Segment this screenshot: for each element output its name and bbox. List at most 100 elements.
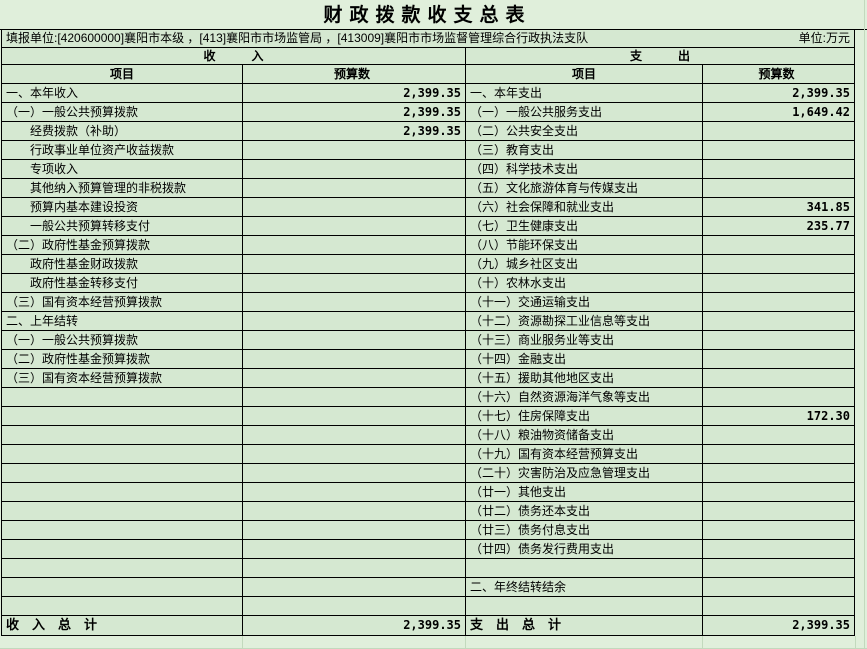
item-cell[interactable]: （廿一）其他支出 — [466, 483, 703, 501]
value-cell[interactable] — [243, 407, 465, 425]
item-cell[interactable] — [2, 502, 243, 520]
item-cell[interactable]: （九）城乡社区支出 — [466, 255, 703, 273]
value-cell[interactable] — [703, 464, 854, 482]
value-cell[interactable] — [703, 426, 854, 444]
value-cell[interactable] — [703, 445, 854, 463]
value-cell[interactable] — [243, 426, 465, 444]
value-cell[interactable] — [243, 445, 465, 463]
value-cell[interactable] — [243, 293, 465, 311]
item-cell[interactable]: （二十）灾害防治及应急管理支出 — [466, 464, 703, 482]
item-cell[interactable]: （七）卫生健康支出 — [466, 217, 703, 235]
item-cell[interactable] — [2, 388, 243, 406]
item-cell[interactable]: 行政事业单位资产收益拨款 — [2, 141, 243, 159]
item-cell[interactable]: （廿二）债务还本支出 — [466, 502, 703, 520]
value-cell[interactable] — [703, 179, 854, 197]
item-cell[interactable]: （十九）国有资本经营预算支出 — [466, 445, 703, 463]
item-cell[interactable]: （十四）金融支出 — [466, 350, 703, 368]
item-cell[interactable]: （六）社会保障和就业支出 — [466, 198, 703, 216]
value-cell[interactable]: 2,399.35 — [403, 105, 461, 119]
item-cell[interactable]: 其他纳入预算管理的非税拨款 — [2, 179, 243, 197]
value-cell[interactable] — [703, 255, 854, 273]
expenditure-band-header[interactable]: 支 出 — [466, 48, 854, 65]
item-cell[interactable]: （廿三）债务付息支出 — [466, 521, 703, 539]
item-cell[interactable] — [466, 559, 703, 577]
value-cell[interactable] — [243, 331, 465, 349]
item-cell[interactable]: （十七）住房保障支出 — [466, 407, 703, 425]
item-cell[interactable] — [2, 483, 243, 501]
item-cell[interactable]: （十）农林水支出 — [466, 274, 703, 292]
value-cell[interactable] — [243, 502, 465, 520]
item-cell[interactable]: 二、年终结转结余 — [466, 578, 703, 596]
item-cell[interactable]: （一）一般公共预算拨款 — [2, 331, 243, 349]
item-cell[interactable]: 经费拨款（补助） — [2, 122, 243, 140]
item-cell[interactable]: （五）文化旅游体育与传媒支出 — [466, 179, 703, 197]
value-cell[interactable] — [703, 122, 854, 140]
value-cell[interactable] — [243, 255, 465, 273]
item-cell[interactable]: 二、上年结转 — [2, 312, 243, 330]
income-column-header-item[interactable]: 项目 — [2, 65, 243, 83]
value-cell[interactable] — [243, 597, 465, 615]
value-cell[interactable] — [243, 141, 465, 159]
item-cell[interactable]: 政府性基金转移支付 — [2, 274, 243, 292]
value-cell[interactable] — [243, 312, 465, 330]
value-cell[interactable] — [243, 217, 465, 235]
value-cell[interactable] — [243, 388, 465, 406]
item-cell[interactable]: 专项收入 — [2, 160, 243, 178]
value-cell[interactable] — [703, 388, 854, 406]
item-cell[interactable] — [2, 464, 243, 482]
reporting-unit[interactable]: 填报单位:[420600000]襄阳市本级 ，[413]襄阳市市场监管局 ，[4… — [6, 31, 589, 45]
item-cell[interactable]: （八）节能环保支出 — [466, 236, 703, 254]
item-cell[interactable] — [2, 445, 243, 463]
value-cell[interactable] — [703, 578, 854, 596]
value-cell[interactable] — [703, 160, 854, 178]
item-cell[interactable] — [2, 426, 243, 444]
value-cell[interactable] — [703, 559, 854, 577]
value-cell[interactable]: 172.30 — [806, 409, 850, 423]
item-cell[interactable]: （十一）交通运输支出 — [466, 293, 703, 311]
value-cell[interactable] — [243, 521, 465, 539]
item-cell[interactable]: （三）国有资本经营预算拨款 — [2, 293, 243, 311]
value-cell[interactable] — [243, 483, 465, 501]
item-cell[interactable]: 预算内基本建设投资 — [2, 198, 243, 216]
value-cell[interactable]: 2,399.35 — [792, 86, 850, 100]
item-cell[interactable] — [2, 597, 243, 615]
item-cell[interactable]: 政府性基金财政拨款 — [2, 255, 243, 273]
value-cell[interactable] — [703, 369, 854, 387]
item-cell[interactable]: 一、本年收入 — [2, 84, 243, 102]
item-cell[interactable] — [2, 521, 243, 539]
item-cell[interactable]: （三）国有资本经营预算拨款 — [2, 369, 243, 387]
value-cell[interactable] — [703, 350, 854, 368]
expenditure-column-header-item[interactable]: 项目 — [466, 65, 703, 83]
value-cell[interactable] — [703, 540, 854, 558]
value-cell[interactable] — [243, 350, 465, 368]
income-column-header-budget[interactable]: 预算数 — [333, 67, 370, 81]
item-cell[interactable]: 一般公共预算转移支付 — [2, 217, 243, 235]
value-cell[interactable] — [243, 236, 465, 254]
value-cell[interactable] — [243, 179, 465, 197]
value-cell[interactable]: 2,399.35 — [403, 86, 461, 100]
item-cell[interactable] — [466, 597, 703, 615]
item-cell[interactable]: （十五）援助其他地区支出 — [466, 369, 703, 387]
value-cell[interactable]: 1,649.42 — [792, 105, 850, 119]
item-cell[interactable]: （十三）商业服务业等支出 — [466, 331, 703, 349]
item-cell[interactable]: （十八）粮油物资储备支出 — [466, 426, 703, 444]
item-cell[interactable]: （二）政府性基金预算拨款 — [2, 236, 243, 254]
expenditure-total-label-cell[interactable]: 支 出 总 计 — [466, 616, 703, 635]
item-cell[interactable]: （二）公共安全支出 — [466, 122, 703, 140]
value-cell[interactable] — [243, 198, 465, 216]
value-cell[interactable]: 2,399.35 — [403, 124, 461, 138]
item-cell[interactable]: （一）一般公共预算拨款 — [2, 103, 243, 121]
income-total-value-cell[interactable]: 2,399.35 — [403, 618, 461, 632]
item-cell[interactable]: （三）教育支出 — [466, 141, 703, 159]
item-cell[interactable]: （一）一般公共服务支出 — [466, 103, 703, 121]
item-cell[interactable]: （十六）自然资源海洋气象等支出 — [466, 388, 703, 406]
value-cell[interactable] — [243, 464, 465, 482]
item-cell[interactable]: （二）政府性基金预算拨款 — [2, 350, 243, 368]
item-cell[interactable] — [2, 407, 243, 425]
unit-label[interactable]: 单位:万元 — [798, 31, 850, 45]
value-cell[interactable] — [243, 578, 465, 596]
value-cell[interactable] — [703, 597, 854, 615]
value-cell[interactable] — [703, 312, 854, 330]
item-cell[interactable]: 一、本年支出 — [466, 84, 703, 102]
item-cell[interactable]: （四）科学技术支出 — [466, 160, 703, 178]
